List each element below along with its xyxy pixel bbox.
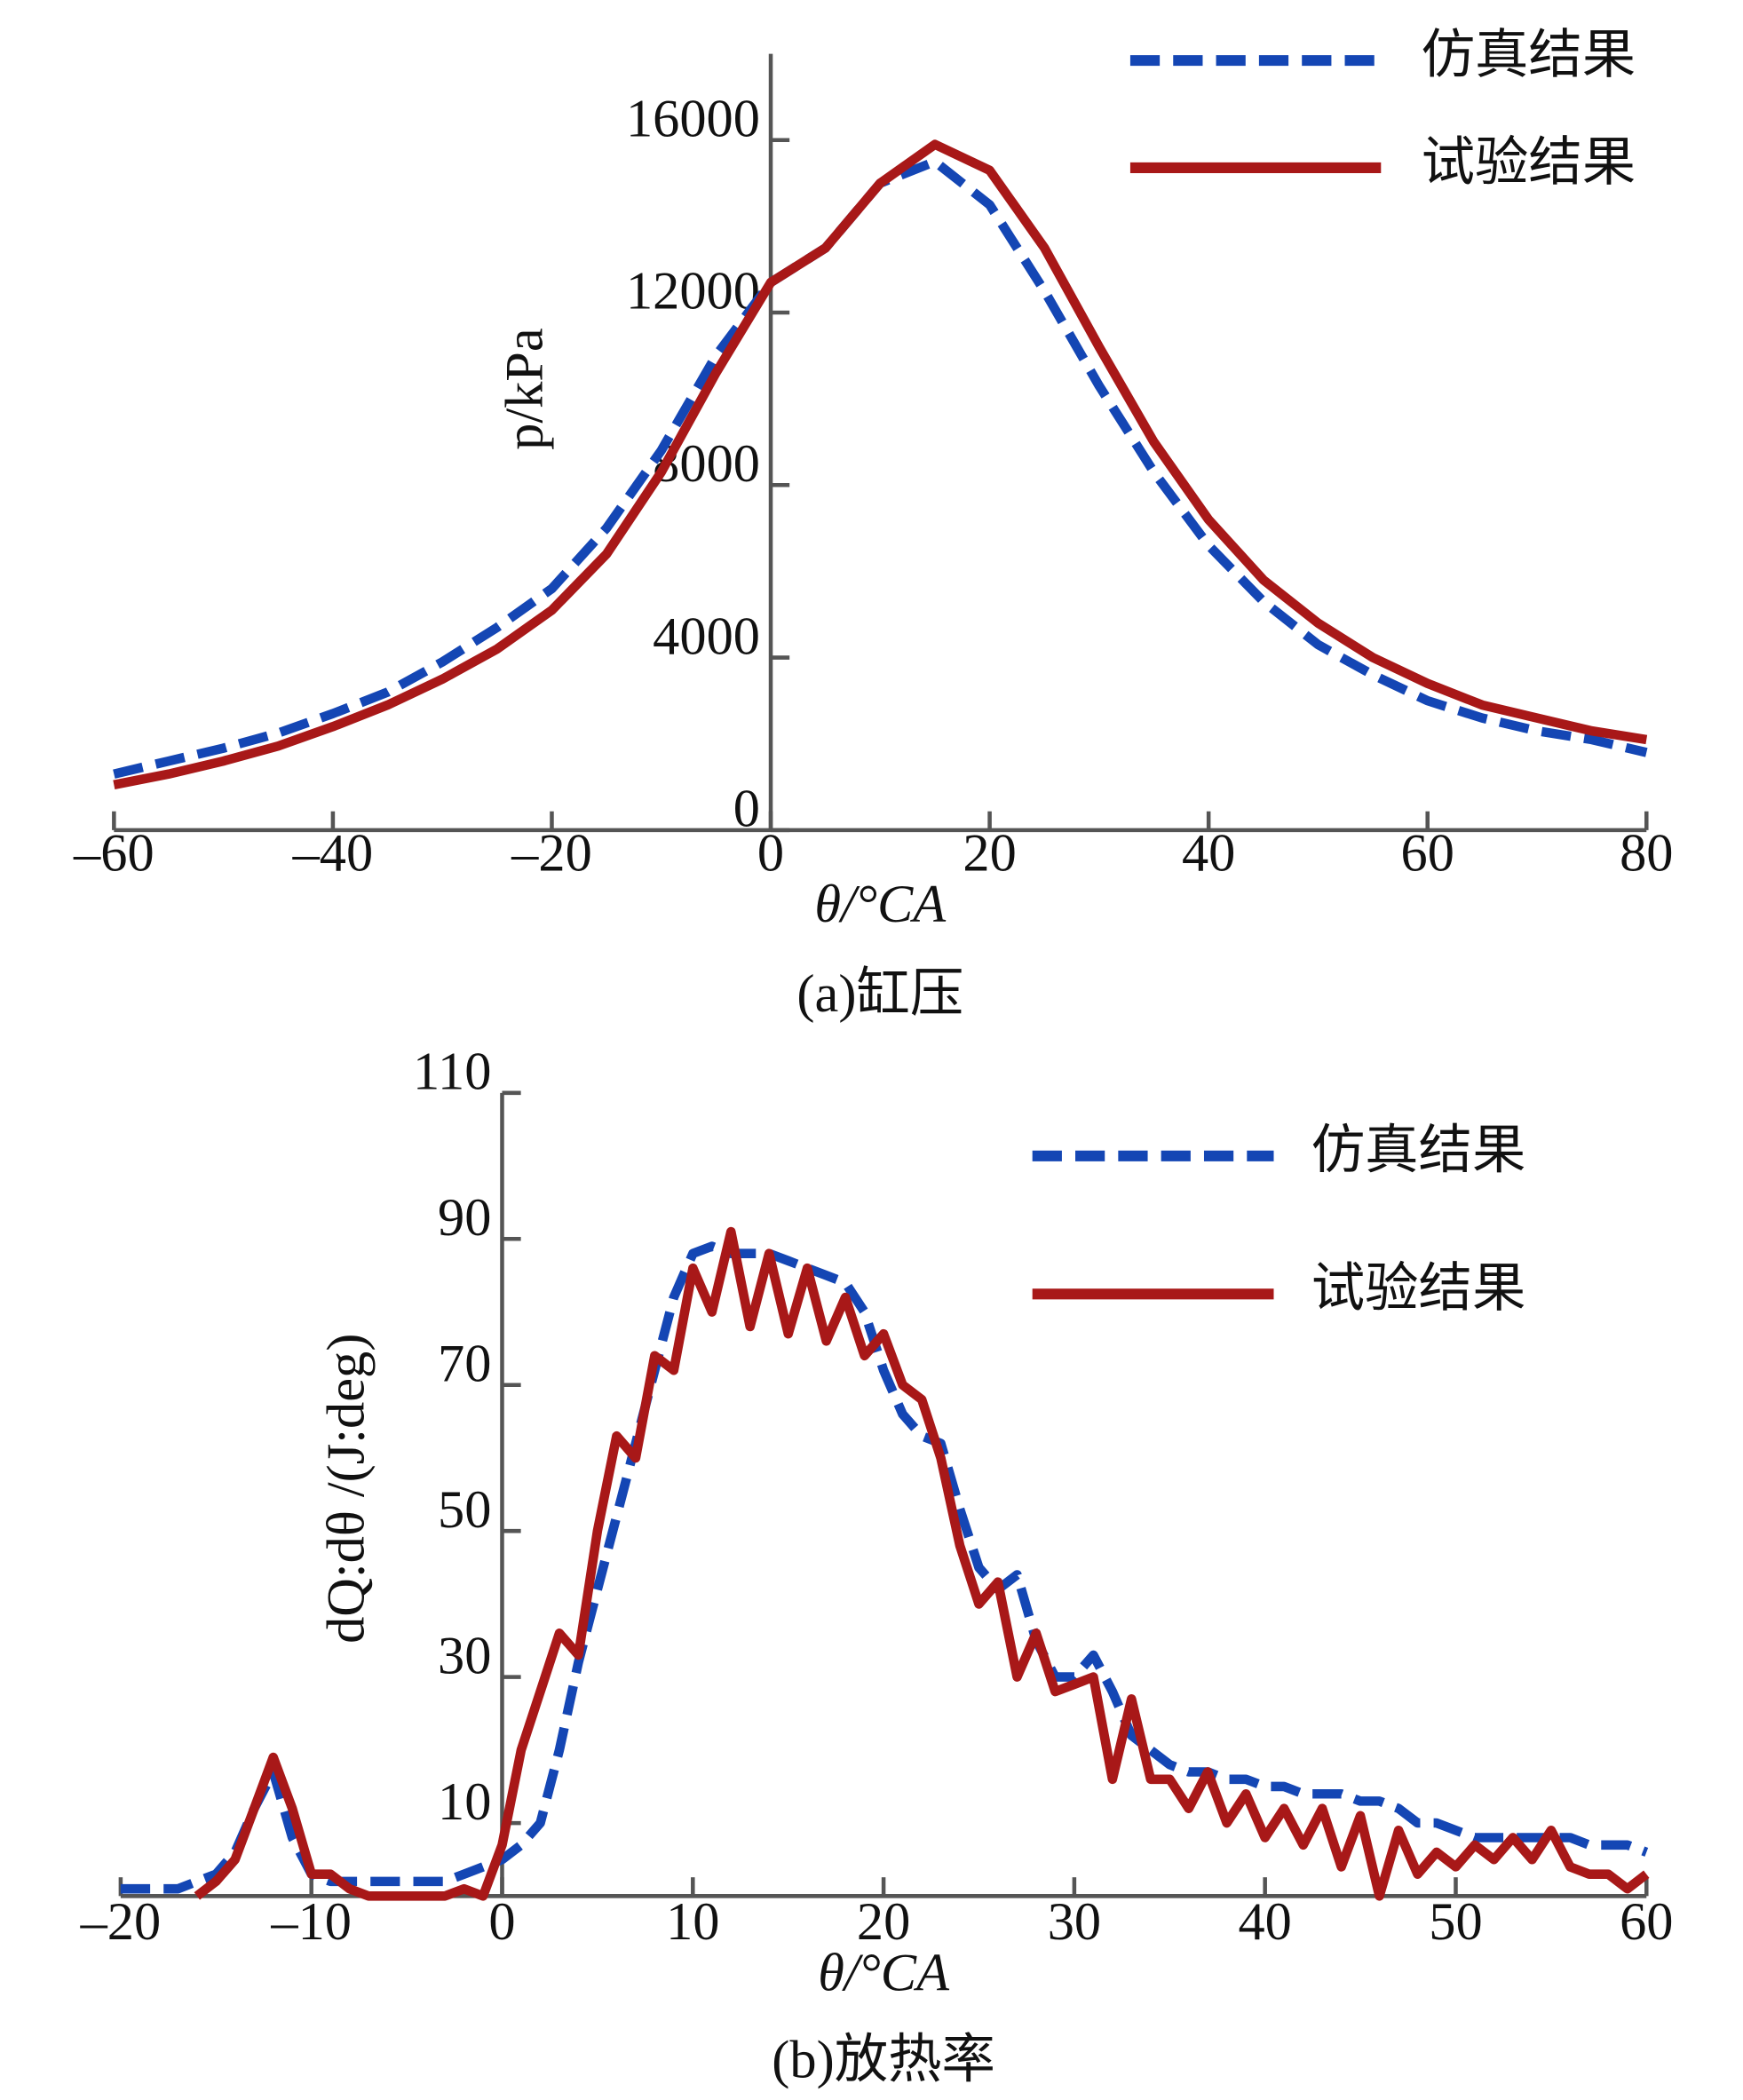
legend-label: 试验结果 bbox=[1422, 133, 1636, 193]
x-tick-label: –10 bbox=[270, 1892, 352, 1952]
y-tick-label: 30 bbox=[438, 1626, 491, 1685]
series-line bbox=[120, 1241, 1649, 1894]
x-tick-label: 30 bbox=[1048, 1892, 1101, 1952]
y-tick-label: 16000 bbox=[626, 89, 760, 148]
x-tick-label: 20 bbox=[857, 1892, 910, 1952]
x-tick-label: –20 bbox=[80, 1892, 162, 1952]
series-line bbox=[194, 1226, 1650, 1901]
y-tick-label: 70 bbox=[438, 1334, 491, 1393]
series-line bbox=[113, 139, 1648, 790]
y-tick-label: 110 bbox=[413, 1042, 491, 1102]
legend-label: 仿真结果 bbox=[1311, 1121, 1526, 1181]
caption: (b)放热率 bbox=[772, 2030, 995, 2089]
x-tick-label: 0 bbox=[757, 823, 784, 883]
x-axis-title: θ/°CA bbox=[814, 875, 947, 934]
x-tick-label: 20 bbox=[963, 823, 1016, 883]
x-tick-label: –20 bbox=[511, 823, 592, 883]
legend-label: 仿真结果 bbox=[1422, 26, 1636, 85]
y-tick-label: 50 bbox=[438, 1480, 491, 1540]
x-tick-label: 0 bbox=[488, 1892, 515, 1952]
x-tick-label: 40 bbox=[1182, 823, 1235, 883]
x-tick-label: –60 bbox=[73, 823, 154, 883]
x-axis-title: θ/°CA bbox=[818, 1943, 950, 2002]
legend-label: 试验结果 bbox=[1311, 1259, 1526, 1319]
x-tick-label: 60 bbox=[1401, 823, 1454, 883]
x-tick-label: 60 bbox=[1620, 1892, 1673, 1952]
y-tick-label: 0 bbox=[733, 780, 760, 839]
x-tick-label: 10 bbox=[666, 1892, 719, 1952]
x-tick-label: 80 bbox=[1620, 823, 1673, 883]
y-axis-title: p/kPa bbox=[495, 328, 554, 450]
x-tick-label: –40 bbox=[292, 823, 374, 883]
y-tick-label: 90 bbox=[438, 1188, 491, 1248]
y-tick-label: 12000 bbox=[626, 262, 760, 321]
y-tick-label: 10 bbox=[438, 1772, 491, 1832]
y-axis-title: dQ:dθ /(J:deg) bbox=[316, 1334, 376, 1644]
caption: (a)缸压 bbox=[796, 964, 963, 1024]
x-tick-label: 50 bbox=[1429, 1892, 1482, 1952]
x-tick-label: 40 bbox=[1238, 1892, 1291, 1952]
y-tick-label: 4000 bbox=[653, 606, 760, 666]
